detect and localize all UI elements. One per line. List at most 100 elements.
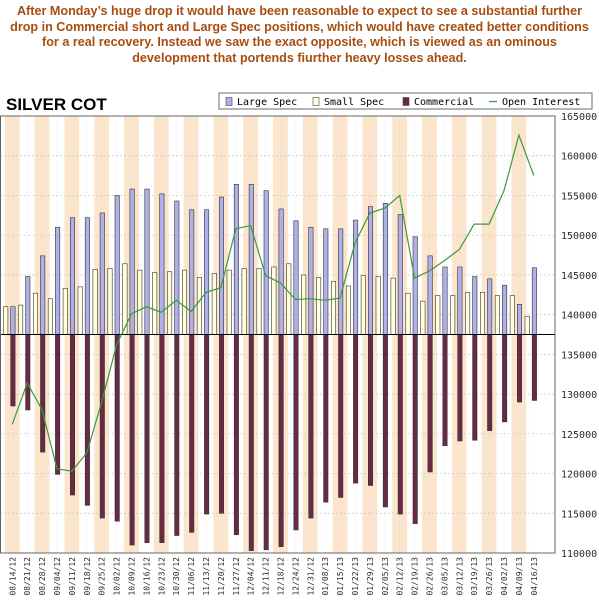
legend-swatch-large-spec <box>225 97 233 106</box>
x-tick-label: 12/18/12 <box>277 557 286 596</box>
y-tick-label: 130000 <box>561 390 597 401</box>
small-spec-bar <box>241 268 247 335</box>
commercial-bar <box>114 334 120 522</box>
large-spec-bar <box>293 220 299 335</box>
x-tick-label: 12/31/12 <box>306 557 315 596</box>
large-spec-bar <box>397 214 403 335</box>
commercial-bar <box>457 334 463 442</box>
small-spec-bar <box>107 268 113 335</box>
y-tick-label: 110000 <box>561 549 597 560</box>
y-tick-label: 115000 <box>561 509 597 520</box>
x-tick-label: 03/26/13 <box>485 557 494 596</box>
small-spec-bar <box>405 292 411 335</box>
large-spec-bar <box>323 228 329 335</box>
small-spec-bar <box>345 285 351 335</box>
y-tick-label: 120000 <box>561 470 597 481</box>
open-interest-line <box>11 133 535 472</box>
large-spec-bar <box>144 188 150 335</box>
large-spec-bar <box>502 284 508 335</box>
x-tick-label: 04/09/13 <box>515 557 524 596</box>
commercial-bar <box>293 334 299 531</box>
commercial-bar <box>427 334 433 473</box>
x-tick-label: 10/16/12 <box>142 557 151 596</box>
commercial-bar <box>353 334 359 484</box>
commercial-bar <box>129 334 135 546</box>
y-tick-label: 165000 <box>561 112 597 123</box>
plot-area: 110000 115000 120000 125000 130000 135000 1400… <box>0 112 597 596</box>
x-tick-label: 03/05/13 <box>440 557 449 596</box>
small-spec-bar <box>3 306 9 335</box>
small-spec-bar <box>450 295 456 335</box>
large-spec-bar <box>457 266 463 335</box>
commercial-bar <box>84 334 90 506</box>
large-spec-bar <box>25 276 31 335</box>
small-spec-bar <box>316 276 322 335</box>
commentary-text: After Monday’s huge drop it would have b… <box>10 4 589 65</box>
x-tick-label: 02/12/13 <box>396 557 405 596</box>
x-tick-label: 12/04/12 <box>247 557 256 596</box>
commercial-bar <box>10 334 16 407</box>
commercial-bar <box>382 334 388 508</box>
small-spec-bar <box>509 295 515 335</box>
commercial-bar <box>397 334 403 515</box>
large-spec-bar <box>412 236 418 335</box>
legend-label-small-spec: Small Spec <box>324 97 384 108</box>
chart-title: SILVER COT <box>6 95 107 114</box>
large-spec-bar <box>353 219 359 335</box>
small-spec-bar <box>77 286 83 335</box>
large-spec-bar <box>55 226 61 335</box>
small-spec-bar <box>62 288 68 335</box>
x-tick-label: 04/16/13 <box>530 557 539 596</box>
small-spec-bar <box>301 274 307 335</box>
small-spec-bar <box>465 292 471 335</box>
large-spec-bar <box>427 255 433 335</box>
commercial-bar <box>189 334 195 533</box>
x-tick-label: 12/11/12 <box>262 557 271 596</box>
small-spec-bar <box>47 298 53 335</box>
large-spec-bar <box>248 184 254 335</box>
large-spec-bar <box>472 276 478 335</box>
x-tick-label: 01/08/13 <box>321 557 330 596</box>
y-tick-label: 135000 <box>561 350 597 361</box>
legend-label-large-spec: Large Spec <box>237 97 297 108</box>
large-spec-bar <box>278 208 284 335</box>
x-tick-label: 04/02/13 <box>500 557 509 596</box>
large-spec-bar <box>189 209 195 335</box>
legend-label-commercial: Commercial <box>414 97 474 108</box>
large-spec-bar <box>84 217 90 335</box>
small-spec-bar <box>256 268 262 335</box>
commercial-bar <box>159 334 165 543</box>
x-tick-label: 09/25/12 <box>98 557 107 596</box>
commercial-bar <box>338 334 344 498</box>
commercial-bar <box>174 334 180 536</box>
x-tick-label: 12/24/12 <box>291 557 300 596</box>
x-tick-label: 02/26/13 <box>426 557 435 596</box>
x-tick-label: 10/02/12 <box>113 557 122 596</box>
small-spec-bar <box>182 269 188 335</box>
large-spec-bar <box>531 267 537 335</box>
large-spec-bar <box>367 206 373 335</box>
commercial-bar <box>487 334 493 431</box>
large-spec-bar <box>159 193 165 335</box>
small-spec-bar <box>479 292 485 335</box>
x-tick-label: 09/04/12 <box>53 557 62 596</box>
commercial-bar <box>248 334 254 551</box>
commercial-bar <box>25 334 31 411</box>
small-spec-bar <box>286 263 292 335</box>
y-tick-label: 145000 <box>561 271 597 282</box>
small-spec-bar <box>152 272 158 335</box>
x-tick-label: 09/11/12 <box>68 557 77 596</box>
commercial-bar <box>412 334 418 524</box>
x-tick-label: 03/19/13 <box>470 557 479 596</box>
large-spec-bar <box>338 228 344 335</box>
x-tick-label: 08/28/12 <box>38 557 47 596</box>
small-spec-bar <box>92 269 98 335</box>
commercial-bar <box>204 334 210 515</box>
commercial-bar <box>367 334 373 486</box>
small-spec-bar <box>32 292 38 335</box>
small-spec-bar <box>226 269 232 335</box>
large-spec-bar <box>308 226 314 335</box>
y-tick-label: 155000 <box>561 191 597 202</box>
large-spec-bar <box>233 184 239 335</box>
x-tick-label: 11/20/12 <box>217 557 226 596</box>
